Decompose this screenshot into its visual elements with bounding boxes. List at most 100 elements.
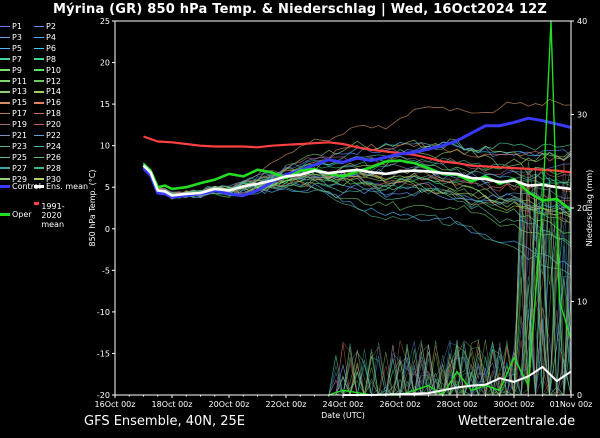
x-tick-label: 20Oct 00z [209, 400, 250, 409]
legend-swatch [34, 47, 44, 50]
legend-swatch [0, 123, 10, 126]
member-precip-line [143, 165, 572, 397]
y-tick-label: -20 [97, 391, 110, 400]
legend-item: P2 [34, 22, 56, 31]
legend-item: P16 [34, 98, 61, 107]
legend-item: P10 [34, 66, 61, 75]
axes: -20 -15 -10 -5 0 5 10 15 20 25 0 10 20 30 40 16Oct 00z 1… [95, 17, 593, 409]
legend-label: P18 [46, 109, 62, 119]
legend-item: P28 [34, 164, 61, 173]
legend-swatch [0, 36, 10, 39]
member-lines [143, 98, 572, 397]
legend-swatch [0, 58, 10, 60]
member-precip-line [143, 163, 572, 397]
legend-label: P10 [46, 65, 62, 75]
legend-swatch [34, 91, 44, 93]
legend-swatch [0, 47, 10, 50]
ens-mean-line [142, 164, 572, 197]
legend-label: Oper [12, 210, 32, 219]
legend-label: P25 [12, 152, 28, 162]
legend-item: Ens. mean [34, 182, 88, 191]
x-tick-label: 01Nov 00z [550, 400, 593, 409]
y-tick-label: -15 [97, 349, 110, 358]
x-tick-label: 30Oct 00z [494, 400, 535, 409]
legend-item: P6 [34, 44, 56, 53]
legend-item: P27 [0, 164, 27, 173]
legend-swatch [0, 91, 10, 93]
legend-item: P29 [0, 175, 27, 184]
legend-item: P23 [0, 142, 27, 151]
legend-swatch [34, 58, 44, 60]
legend-item: P9 [0, 66, 22, 75]
legend-label: 1991-2020 mean [41, 202, 65, 229]
legend-item: Oper [0, 210, 32, 219]
legend-swatch [0, 156, 10, 159]
legend-swatch [0, 213, 10, 216]
legend-item: P1 [0, 22, 22, 31]
legend-item: P24 [34, 142, 61, 151]
y2-tick-label: 10 [577, 298, 587, 307]
legend-swatch [34, 69, 44, 71]
x-tick-label: 16Oct 00z [95, 400, 136, 409]
y-tick-label: 0 [105, 225, 110, 234]
legend-label: P19 [12, 120, 28, 130]
legend-item: P4 [34, 33, 56, 42]
legend-label: P30 [46, 174, 62, 184]
legend-item: P30 [34, 175, 61, 184]
legend-item: P21 [0, 131, 27, 140]
legend-label: P4 [46, 32, 56, 42]
legend-label: P22 [46, 131, 62, 140]
y2-tick-label: 30 [577, 111, 587, 120]
x-tick-label: 22Oct 00z [266, 400, 307, 409]
legend-label: P27 [12, 163, 28, 173]
legend-label: P12 [46, 76, 62, 86]
legend-swatch [34, 80, 44, 82]
x-tick-label: 28Oct 00z [437, 400, 478, 409]
legend-swatch [0, 112, 10, 115]
legend-swatch [0, 178, 10, 180]
member-precip-line [143, 223, 572, 396]
legend-label: Ens. mean [46, 182, 89, 191]
legend-swatch [34, 167, 44, 169]
member-temp-line [143, 163, 572, 268]
legend-label: P5 [12, 43, 22, 53]
member-precip-line [143, 168, 572, 396]
legend-swatch [0, 80, 10, 82]
legend-swatch [0, 185, 10, 188]
legend-label: P17 [12, 109, 28, 119]
member-temp-line [143, 165, 572, 244]
y2-tick-label: 0 [577, 391, 582, 400]
legend-item: P3 [0, 33, 22, 42]
legend-item: P19 [0, 120, 27, 129]
member-precip-line [143, 161, 572, 396]
legend-swatch [0, 25, 10, 28]
model-caption: GFS Ensemble, 40N, 25E [84, 414, 246, 429]
control-line [142, 116, 572, 199]
legend-item: P22 [34, 131, 61, 140]
member-precip-line [143, 223, 572, 396]
legend-label: P1 [12, 22, 22, 31]
x-tick-label: 18Oct 00z [152, 400, 193, 409]
legend-label: P11 [12, 76, 28, 86]
member-precip-line [143, 214, 572, 396]
y-tick-label: 25 [100, 17, 110, 26]
y-tick-label: 10 [100, 142, 110, 151]
legend-item: P18 [34, 109, 61, 118]
legend-label: P24 [46, 141, 62, 151]
legend-label: P23 [12, 141, 28, 151]
legend-item: P14 [34, 87, 61, 96]
legend-item: 1991-2020 mean [34, 202, 78, 229]
legend-label: P21 [12, 131, 28, 140]
legend-label: P9 [12, 65, 22, 75]
x-tick-label: 24Oct 00z [323, 400, 364, 409]
legend-swatch [34, 185, 44, 188]
y2-tick-label: 20 [577, 204, 587, 213]
legend-label: P13 [12, 87, 28, 97]
legend-item: P26 [34, 153, 61, 162]
legend-label: P28 [46, 163, 62, 173]
legend-label: P26 [46, 152, 62, 162]
legend-swatch [34, 36, 44, 39]
legend-item: P25 [0, 153, 27, 162]
legend-item: P5 [0, 44, 22, 53]
